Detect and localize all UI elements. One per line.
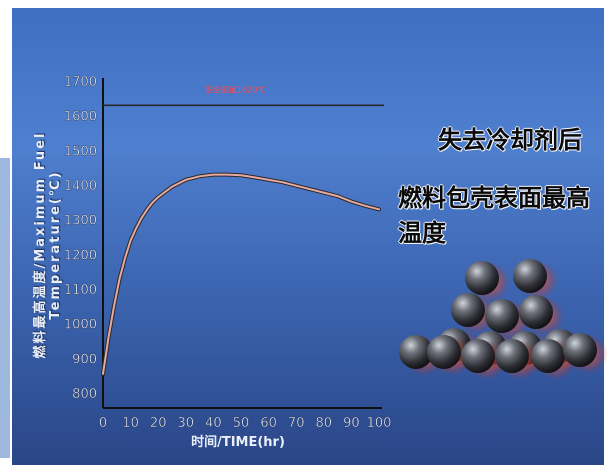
x-tick-label: 40	[205, 416, 222, 431]
x-tick-label: 70	[288, 416, 305, 431]
fuel-pebble	[495, 339, 529, 373]
fuel-pebble	[451, 293, 485, 327]
left-decor-strip	[0, 158, 10, 458]
y-tick-label: 800	[72, 387, 97, 402]
x-tick-label: 50	[233, 416, 250, 431]
fuel-pebble-illustration	[399, 259, 608, 380]
y-tick-label: 1200	[64, 248, 97, 263]
fuel-pebble	[427, 335, 461, 369]
fuel-pebble	[461, 339, 495, 373]
x-axis-title: 时间/TIME(hr)	[191, 434, 285, 450]
x-tick-label: 80	[316, 416, 333, 431]
y-tick-label: 1300	[64, 214, 97, 229]
fuel-pebble	[485, 299, 519, 333]
slide-background	[12, 8, 604, 465]
x-tick-label: 60	[260, 416, 277, 431]
fuel-pebble	[399, 335, 433, 369]
y-tick-label: 1700	[64, 75, 97, 90]
series-curve	[102, 173, 380, 375]
x-tick-label: 30	[178, 416, 195, 431]
y-tick-label: 1500	[64, 144, 97, 159]
series-curve-outline	[101, 172, 381, 376]
y-tick-label: 1400	[64, 179, 97, 194]
y-tick-label: 1000	[64, 318, 97, 333]
fuel-pebble	[465, 261, 499, 295]
y-tick-labels: 800 900 1000 1100 1200 1300 1400 1500 1600 1700	[64, 75, 97, 402]
fuel-pebble	[531, 339, 565, 373]
safety-limit-label: 安全限值1620℃	[205, 84, 266, 94]
fuel-pebble	[519, 295, 553, 329]
x-tick-label: 10	[122, 416, 139, 431]
y-tick-label: 1600	[64, 110, 97, 125]
y-axis-title: 燃料最高温度/Maximum Fuel Temperature(℃)	[33, 131, 63, 359]
x-tick-labels: 0 10 20 30 40 50 60 70 80 90 100	[99, 416, 392, 431]
y-tick-label: 1100	[64, 283, 97, 298]
fuel-pebble	[563, 333, 597, 367]
side-title-line2: 燃料包壳表面最高温度	[398, 184, 590, 247]
y-tick-label: 900	[72, 352, 97, 367]
x-tick-label: 20	[150, 416, 167, 431]
x-tick-label: 100	[367, 416, 392, 431]
fuel-pebble	[513, 259, 547, 293]
side-title-line1: 失去冷却剂后	[438, 126, 582, 154]
x-tick-label: 90	[343, 416, 360, 431]
x-tick-label: 0	[99, 416, 107, 431]
